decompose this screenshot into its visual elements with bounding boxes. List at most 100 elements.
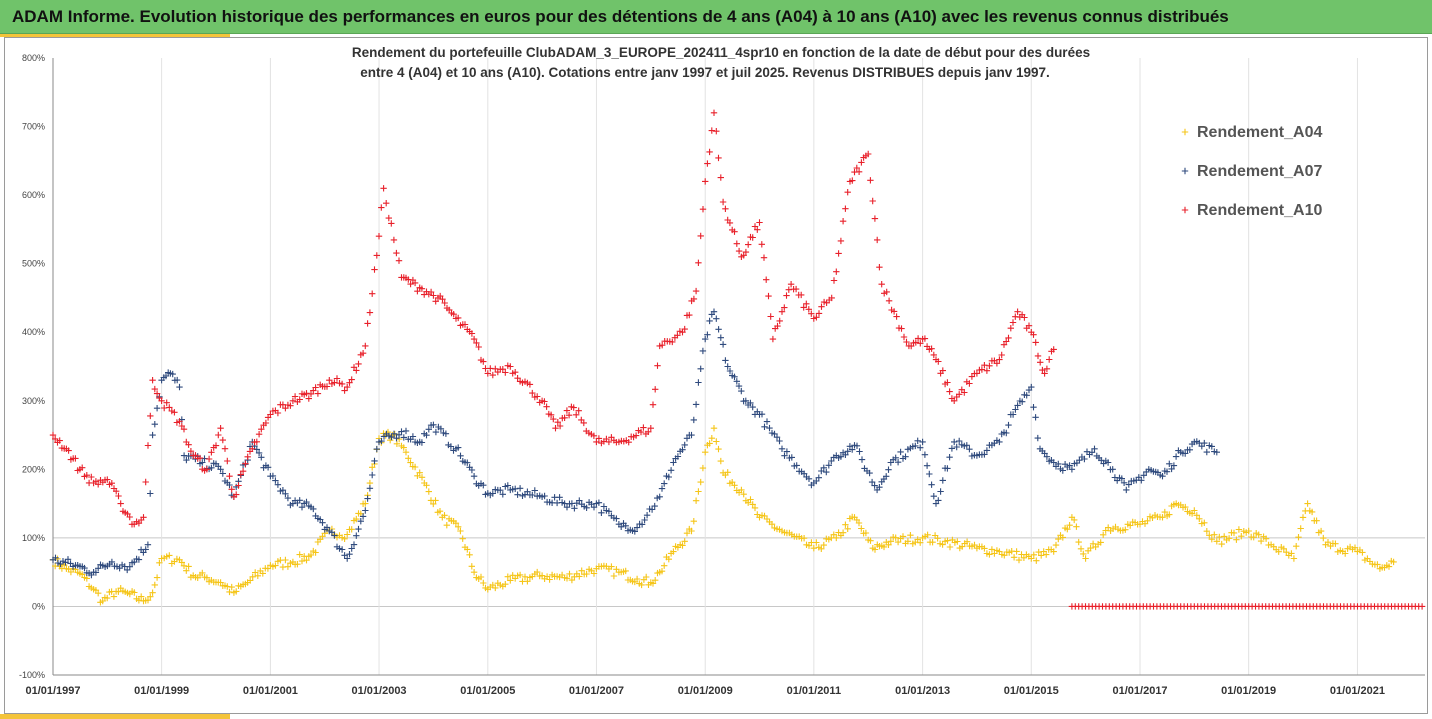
- data-point: [793, 462, 800, 469]
- data-point: [654, 569, 661, 577]
- data-point: [470, 569, 478, 576]
- data-point: [418, 474, 426, 481]
- data-point: [622, 522, 629, 529]
- data-point: [1030, 551, 1037, 558]
- data-point: [961, 389, 968, 396]
- data-point: [387, 437, 394, 444]
- data-point: [643, 573, 650, 581]
- data-point: [468, 563, 475, 570]
- data-point: [507, 577, 514, 584]
- data-point: [835, 250, 842, 257]
- data-point: [706, 440, 713, 447]
- x-tick-label: 01/01/2009: [678, 685, 733, 697]
- data-point: [1238, 533, 1245, 540]
- data-point: [432, 298, 439, 305]
- data-point: [929, 539, 936, 546]
- data-point: [724, 363, 731, 370]
- data-point: [1097, 539, 1104, 546]
- data-point: [1035, 548, 1042, 556]
- y-tick-label: 800%: [22, 53, 45, 63]
- data-point: [442, 430, 450, 437]
- data-point: [681, 538, 688, 545]
- data-point: [778, 445, 786, 452]
- data-point: [344, 531, 351, 538]
- data-point: [956, 391, 963, 398]
- data-point: [1317, 527, 1325, 535]
- data-point: [536, 572, 543, 580]
- data-point: [552, 425, 559, 432]
- data-point: [633, 524, 641, 531]
- data-point: [226, 481, 233, 489]
- data-point: [359, 350, 367, 357]
- data-point: [993, 437, 1001, 444]
- data-point: [233, 491, 240, 498]
- data-point: [867, 537, 874, 544]
- data-point: [1418, 603, 1426, 610]
- data-point: [258, 426, 265, 433]
- data-point: [783, 292, 790, 299]
- data-point: [641, 516, 648, 524]
- data-point: [131, 589, 138, 596]
- x-tick-label: 01/01/2019: [1221, 685, 1276, 697]
- data-point: [754, 511, 761, 518]
- data-point: [717, 334, 724, 341]
- data-point: [366, 309, 374, 316]
- data-point: [988, 546, 996, 553]
- data-point: [690, 295, 698, 303]
- data-point: [1211, 448, 1218, 455]
- data-point: [810, 545, 817, 552]
- data-point: [425, 426, 432, 433]
- data-point: [423, 432, 430, 439]
- data-point: [183, 567, 190, 574]
- x-tick-label: 01/01/2021: [1330, 685, 1385, 697]
- data-point: [749, 403, 756, 411]
- data-point: [776, 317, 783, 325]
- data-point: [885, 297, 893, 304]
- data-point: [1032, 339, 1039, 346]
- data-point: [144, 597, 152, 604]
- data-point: [645, 428, 652, 435]
- data-point: [264, 414, 272, 421]
- data-point: [502, 581, 509, 588]
- data-point: [480, 579, 487, 587]
- data-point: [914, 335, 922, 342]
- data-point: [1034, 434, 1041, 442]
- data-point: [269, 472, 277, 480]
- data-point: [692, 401, 700, 408]
- data-point: [187, 448, 195, 455]
- data-point: [726, 219, 734, 227]
- data-point: [1055, 460, 1062, 468]
- data-point: [631, 528, 638, 535]
- data-point: [699, 347, 707, 355]
- data-point: [563, 575, 571, 582]
- data-point: [457, 527, 464, 535]
- data-point: [461, 321, 469, 328]
- data-point: [171, 409, 178, 416]
- data-point: [1127, 522, 1134, 529]
- data-point: [425, 488, 432, 495]
- data-point: [740, 252, 747, 259]
- data-point: [468, 330, 476, 337]
- data-point: [228, 486, 235, 493]
- data-point: [713, 438, 720, 445]
- data-point: [844, 448, 851, 455]
- data-point: [1087, 544, 1094, 552]
- data-point: [890, 308, 898, 315]
- data-point: [233, 588, 240, 595]
- data-point: [1188, 510, 1196, 517]
- data-point: [1257, 537, 1265, 545]
- data-point: [788, 454, 795, 461]
- data-point: [366, 485, 374, 492]
- data-point: [1324, 539, 1332, 546]
- data-point: [1168, 465, 1175, 473]
- data-point: [813, 539, 820, 546]
- data-point: [117, 500, 124, 507]
- data-point: [993, 547, 1001, 554]
- data-point: [963, 538, 971, 545]
- data-point: [1166, 511, 1173, 518]
- data-point: [1005, 421, 1012, 429]
- data-point: [388, 220, 395, 227]
- data-point: [289, 397, 297, 404]
- data-point: [350, 541, 358, 548]
- data-point: [713, 128, 720, 135]
